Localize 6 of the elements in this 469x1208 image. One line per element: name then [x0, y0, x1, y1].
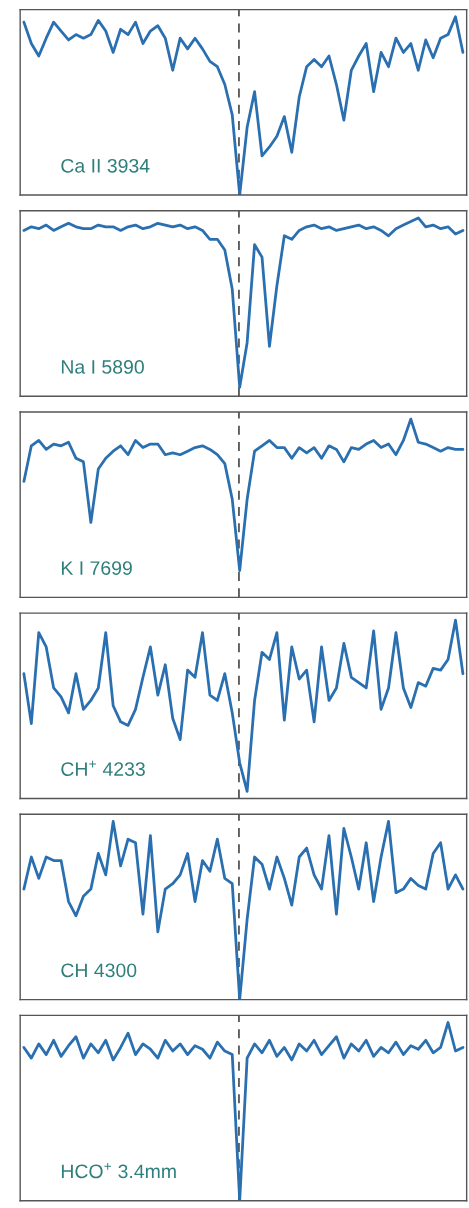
annotation: HCO$^{+}$ 3.4mm [61, 1163, 176, 1179]
annotation: Ca II 3934 [61, 158, 150, 173]
annotation: CH$^{+}$ 4233 [61, 760, 145, 776]
annotation: Na I 5890 [61, 360, 144, 374]
annotation: CH 4300 [61, 963, 137, 978]
annotation: K I 7699 [61, 561, 132, 575]
